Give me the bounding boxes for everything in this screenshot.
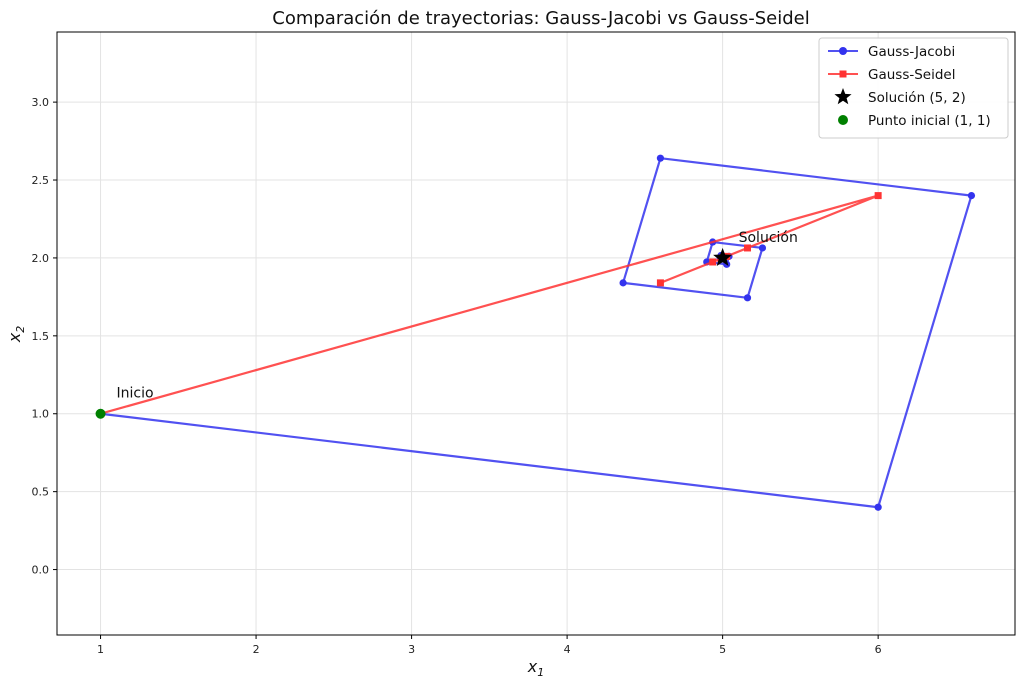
data-point <box>874 503 882 511</box>
x-tick-label: 3 <box>408 643 415 656</box>
solution-star-marker <box>713 247 733 267</box>
legend-marker-seidel <box>839 70 847 78</box>
plot-frame <box>56 31 1016 636</box>
x-tick-label: 2 <box>253 643 260 656</box>
data-point <box>967 192 976 200</box>
y-axis-label: x2 <box>5 326 27 343</box>
legend-marker-jacobi <box>839 47 847 55</box>
x-axis-ticks: 1 2 3 4 5 6 <box>97 635 882 656</box>
data-point <box>709 258 717 266</box>
legend-marker-start <box>838 115 848 125</box>
x-tick-label: 6 <box>875 643 882 656</box>
data-point <box>656 154 665 162</box>
x-tick-label: 5 <box>719 643 726 656</box>
chart-title: Comparación de trayectorias: Gauss-Jacob… <box>272 8 809 29</box>
series-gauss-seidel <box>97 192 882 418</box>
data-point <box>619 279 627 287</box>
x-axis-label: x1 <box>527 657 544 679</box>
y-tick-label: 1.5 <box>32 330 50 343</box>
x-tick-label: 1 <box>97 643 104 656</box>
data-point <box>743 294 752 302</box>
y-tick-label: 0.5 <box>32 486 50 499</box>
legend-box <box>818 37 1009 139</box>
special-markers <box>95 247 733 419</box>
series-gauss-jacobi <box>96 154 976 511</box>
start-point-marker <box>95 408 106 419</box>
legend: Gauss-Jacobi Gauss-Seidel Solución (5, 2… <box>818 37 1009 139</box>
data-point <box>656 279 664 287</box>
data-point <box>874 192 882 200</box>
data-point <box>758 244 767 252</box>
legend-label-solution: Solución (5, 2) <box>868 90 966 106</box>
legend-label-jacobi: Gauss-Jacobi <box>868 44 955 60</box>
y-tick-label: 1.0 <box>32 408 50 421</box>
legend-label-start: Punto inicial (1, 1) <box>868 113 991 129</box>
y-tick-label: 3.0 <box>32 96 50 109</box>
y-tick-label: 2.0 <box>32 252 50 265</box>
annotation-inicio: Inicio <box>117 386 154 402</box>
annotation-solucion: Solución <box>739 230 798 246</box>
y-axis-ticks: 0.0 0.5 1.0 1.5 2.0 2.5 3.0 <box>32 96 57 577</box>
legend-marker-solution <box>834 88 852 105</box>
series-line <box>100 194 880 415</box>
y-tick-label: 2.5 <box>32 174 50 187</box>
data-point <box>744 244 752 252</box>
x-tick-label: 4 <box>564 643 571 656</box>
series-layer <box>96 154 976 511</box>
y-tick-label: 0.0 <box>32 564 50 577</box>
legend-label-seidel: Gauss-Seidel <box>868 67 955 83</box>
